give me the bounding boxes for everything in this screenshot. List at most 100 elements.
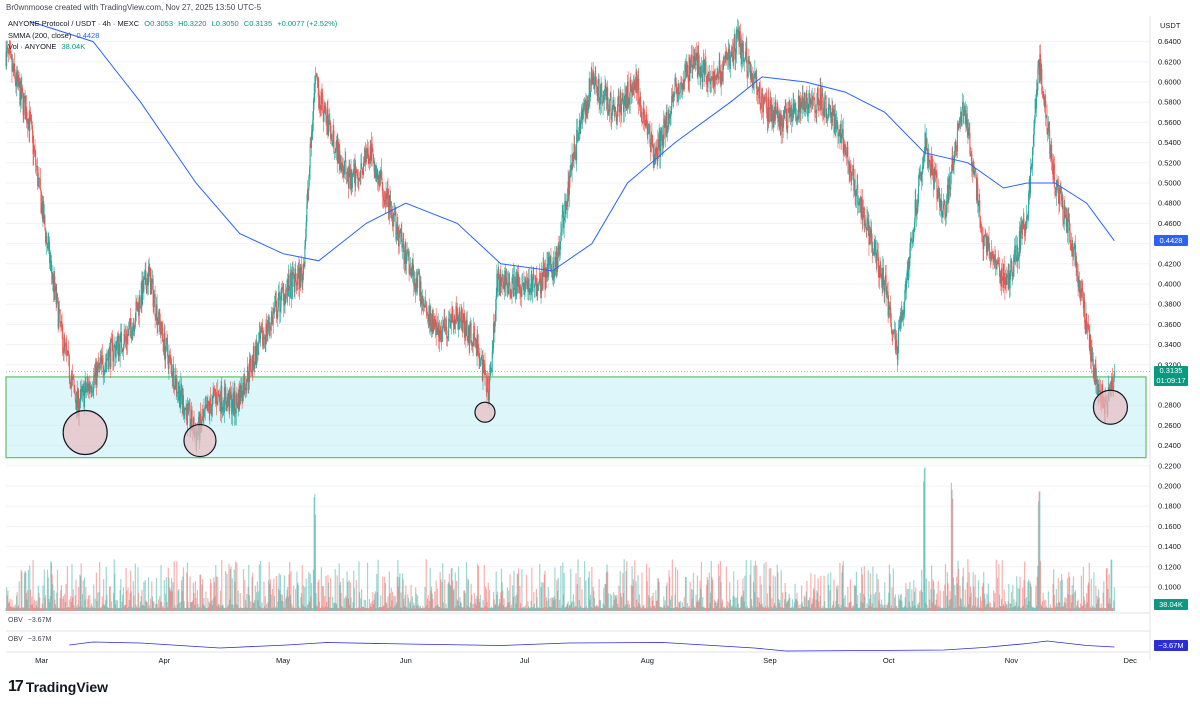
candle-body <box>444 328 446 331</box>
candle-body <box>365 149 367 164</box>
candle-body <box>625 94 627 108</box>
candle-body <box>502 277 504 289</box>
candle-body <box>544 267 546 289</box>
volume-bar <box>817 578 819 611</box>
volume-bar <box>783 608 785 611</box>
volume-bar <box>138 608 140 611</box>
candle-body <box>1005 277 1007 285</box>
candle-body <box>383 200 385 202</box>
volume-bar <box>745 559 747 611</box>
candle-body <box>866 218 868 231</box>
volume-bar <box>340 592 342 611</box>
candle-body <box>33 146 35 151</box>
candle-body <box>798 95 800 112</box>
candle-body <box>447 337 449 338</box>
volume-bar <box>583 607 585 611</box>
volume-bar <box>873 594 875 611</box>
volume-bar <box>224 608 226 611</box>
volume-bar <box>98 591 100 611</box>
volume-bar <box>59 598 61 611</box>
candle-body <box>423 305 425 308</box>
candles[interactable] <box>5 18 1115 453</box>
candle-body <box>391 214 393 218</box>
candle-body <box>1024 224 1026 237</box>
candle-body <box>541 273 543 289</box>
volume-bar <box>367 608 369 611</box>
candle-body <box>103 373 105 376</box>
candle-body <box>904 284 906 301</box>
candle-body <box>450 320 452 328</box>
volume-bar <box>21 607 24 611</box>
candle-body <box>949 188 951 190</box>
volume-bar <box>515 603 517 611</box>
candle-body <box>489 375 491 392</box>
candle-body <box>915 207 917 216</box>
volume-bar <box>553 596 555 611</box>
volume-bar <box>978 607 980 611</box>
candle-body <box>1081 288 1083 290</box>
volume-bar <box>456 599 458 611</box>
volume-bar <box>605 572 607 611</box>
candle-body <box>150 280 152 295</box>
volume-bar <box>390 587 392 611</box>
volume-bar <box>999 605 1001 611</box>
volume-bar <box>74 595 76 611</box>
volume-bar <box>1059 580 1061 611</box>
candle-body <box>384 199 386 205</box>
volume-bar <box>236 605 239 611</box>
volume-bar <box>644 608 646 611</box>
candle-body <box>227 393 229 403</box>
volume-bar <box>68 607 70 611</box>
volume-bar <box>294 608 296 611</box>
volume-bar <box>302 585 305 611</box>
volume-bar <box>684 576 687 611</box>
candle-body <box>831 108 833 123</box>
candle-body <box>725 50 727 57</box>
volume-bar <box>212 598 214 611</box>
candle-body <box>637 78 639 86</box>
volume-bar <box>1088 562 1090 611</box>
candle-body <box>41 202 43 219</box>
volume-bar <box>936 606 939 611</box>
volume-bar <box>105 566 107 611</box>
volume-bar <box>608 608 610 611</box>
volume-bar <box>716 602 718 611</box>
candle-body <box>808 93 810 109</box>
candle-body <box>155 316 157 321</box>
candle-body <box>1071 243 1073 252</box>
candle-body <box>268 317 270 328</box>
candle-body <box>922 165 924 168</box>
candle-body <box>406 253 408 254</box>
candle-body <box>879 266 881 279</box>
volume-bar <box>105 600 107 611</box>
volume-bar <box>1078 608 1081 611</box>
candle-body <box>421 295 423 301</box>
candle-body <box>6 47 8 66</box>
volume-bar <box>412 606 414 611</box>
volume-bar <box>361 606 363 611</box>
volume-bar <box>478 598 480 611</box>
candle-body <box>51 260 53 274</box>
volume-bar <box>208 601 210 611</box>
volume-bar <box>627 600 629 611</box>
volume-bar <box>681 601 683 611</box>
volume-bar <box>231 578 233 611</box>
volume-bar <box>1033 608 1036 611</box>
candle-body <box>223 407 225 413</box>
volume-bar <box>320 608 322 611</box>
volume-bar <box>341 607 344 611</box>
candle-body <box>985 234 987 253</box>
volume-bar <box>847 586 849 611</box>
volume-bar <box>824 607 827 611</box>
candle-body <box>28 118 30 131</box>
volume-bar <box>649 606 652 611</box>
candle-body <box>962 101 964 110</box>
volume-bar <box>447 583 449 611</box>
volume-bar <box>1068 576 1071 611</box>
volume-bar <box>739 607 741 611</box>
volume-bar <box>1031 607 1034 611</box>
candle-body <box>941 199 943 216</box>
candle-body <box>179 386 181 408</box>
candle-body <box>144 270 146 277</box>
